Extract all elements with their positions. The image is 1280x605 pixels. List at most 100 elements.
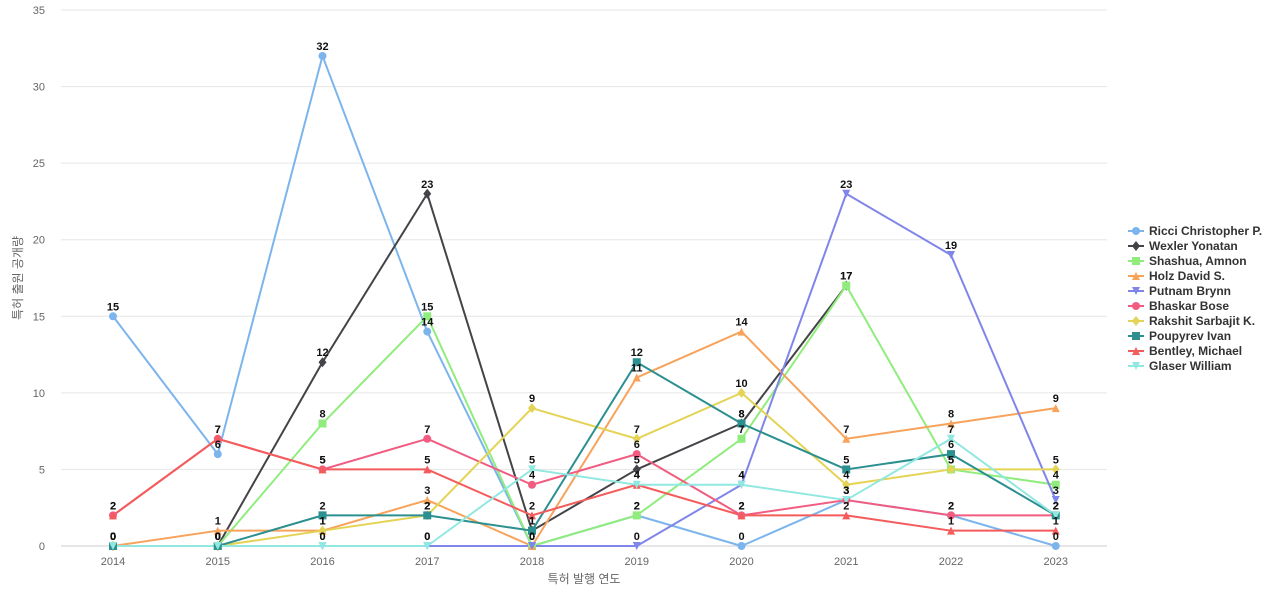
legend-marker-shashua-amnon bbox=[1132, 257, 1140, 265]
data-label-shashua-amnon: 8 bbox=[319, 408, 325, 420]
legend-item-poupyrev-ivan[interactable]: Poupyrev Ivan bbox=[1128, 329, 1231, 343]
x-tick-label: 2016 bbox=[310, 556, 334, 568]
data-label-shashua-amnon: 7 bbox=[738, 424, 744, 436]
data-point-ricci-christopher-p bbox=[423, 327, 432, 336]
data-label-wexler-yonatan: 0 bbox=[110, 531, 116, 543]
series-line-ricci-christopher-p bbox=[112, 54, 1057, 547]
data-label-bhaskar-bose: 4 bbox=[529, 470, 536, 482]
data-label-holz-david-s: 8 bbox=[948, 408, 954, 420]
legend[interactable]: Ricci Christopher P.Wexler YonatanShashu… bbox=[1128, 224, 1262, 373]
data-label-rakshit-sarbajit-k: 9 bbox=[529, 393, 535, 405]
x-tick-label: 2022 bbox=[939, 556, 963, 568]
data-point-glaser-william bbox=[947, 434, 955, 443]
data-label-ricci-christopher-p: 0 bbox=[1053, 531, 1059, 543]
y-axis-title: 특허 출원 공개량 bbox=[11, 236, 25, 320]
series-line-bentley-michael bbox=[112, 437, 1056, 532]
data-point-poupyrev-ivan bbox=[632, 358, 641, 367]
data-point-glaser-william bbox=[632, 480, 641, 489]
y-tick-label: 0 bbox=[39, 541, 45, 553]
data-label-bentley-michael: 2 bbox=[738, 500, 744, 512]
legend-marker-holz-david-s bbox=[1132, 272, 1140, 280]
data-point-holz-david-s bbox=[737, 327, 746, 336]
legend-item-bhaskar-bose[interactable]: Bhaskar Bose bbox=[1128, 299, 1229, 313]
data-label-shashua-amnon: 5 bbox=[948, 454, 954, 466]
data-label-putnam-brynn: 19 bbox=[945, 240, 957, 252]
data-label-ricci-christopher-p: 0 bbox=[738, 531, 744, 543]
data-label-bhaskar-bose: 6 bbox=[634, 439, 640, 451]
data-label-glaser-william: 2 bbox=[1053, 500, 1059, 512]
legend-marker-putnam-brynn bbox=[1132, 287, 1140, 295]
data-label-bhaskar-bose: 7 bbox=[424, 424, 430, 436]
data-label-wexler-yonatan: 23 bbox=[421, 179, 433, 191]
data-point-poupyrev-ivan bbox=[318, 511, 327, 520]
data-point-bentley-michael bbox=[947, 526, 955, 535]
data-label-bentley-michael: 2 bbox=[529, 500, 535, 512]
legend-item-holz-david-s[interactable]: Holz David S. bbox=[1128, 269, 1225, 283]
series-markers bbox=[109, 51, 1060, 551]
x-tick-label: 2017 bbox=[415, 556, 439, 568]
legend-label-glaser-william: Glaser William bbox=[1149, 359, 1232, 373]
data-point-poupyrev-ivan bbox=[423, 511, 432, 520]
data-point-ricci-christopher-p bbox=[737, 542, 746, 550]
data-point-glaser-william bbox=[423, 542, 432, 550]
data-point-putnam-brynn bbox=[1051, 496, 1060, 505]
data-label-putnam-brynn: 4 bbox=[738, 470, 745, 482]
x-tick-label: 2021 bbox=[834, 556, 858, 568]
data-label-bentley-michael: 7 bbox=[215, 424, 221, 436]
grid-lines bbox=[61, 9, 1107, 547]
data-label-wexler-yonatan: 0 bbox=[215, 531, 221, 543]
data-label-putnam-brynn: 0 bbox=[215, 531, 221, 543]
data-point-rakshit-sarbajit-k bbox=[318, 525, 327, 536]
data-label-poupyrev-ivan: 0 bbox=[110, 531, 116, 543]
data-label-holz-david-s: 1 bbox=[215, 516, 221, 528]
x-tick-label: 2019 bbox=[625, 556, 649, 568]
data-point-glaser-william bbox=[737, 480, 746, 489]
data-label-bhaskar-bose: 3 bbox=[843, 485, 849, 497]
y-tick-label: 35 bbox=[33, 5, 45, 17]
data-point-bentley-michael bbox=[318, 465, 327, 474]
legend-item-rakshit-sarbajit-k[interactable]: Rakshit Sarbajit K. bbox=[1128, 314, 1255, 328]
legend-label-poupyrev-ivan: Poupyrev Ivan bbox=[1149, 329, 1231, 343]
legend-item-putnam-brynn[interactable]: Putnam Brynn bbox=[1128, 284, 1231, 298]
data-label-bhaskar-bose: 5 bbox=[319, 454, 325, 466]
data-label-shashua-amnon: 15 bbox=[421, 301, 433, 313]
data-point-bentley-michael bbox=[109, 511, 117, 520]
legend-label-wexler-yonatan: Wexler Yonatan bbox=[1149, 239, 1238, 253]
legend-label-shashua-amnon: Shashua, Amnon bbox=[1149, 254, 1247, 268]
legend-item-ricci-christopher-p[interactable]: Ricci Christopher P. bbox=[1128, 224, 1262, 238]
data-label-ricci-christopher-p: 3 bbox=[843, 485, 849, 497]
data-label-putnam-brynn: 23 bbox=[840, 179, 852, 191]
data-label-holz-david-s: 0 bbox=[529, 531, 535, 543]
legend-item-glaser-william[interactable]: Glaser William bbox=[1128, 359, 1232, 373]
data-point-bhaskar-bose bbox=[528, 480, 536, 489]
data-label-shashua-amnon: 0 bbox=[529, 531, 535, 543]
data-point-putnam-brynn bbox=[528, 542, 536, 550]
legend-item-bentley-michael[interactable]: Bentley, Michael bbox=[1128, 344, 1242, 358]
data-point-bentley-michael bbox=[528, 511, 536, 520]
data-point-rakshit-sarbajit-k bbox=[528, 403, 536, 414]
legend-label-rakshit-sarbajit-k: Rakshit Sarbajit K. bbox=[1149, 314, 1255, 328]
data-point-putnam-brynn bbox=[842, 189, 851, 198]
y-tick-label: 20 bbox=[33, 235, 45, 247]
data-point-poupyrev-ivan bbox=[737, 419, 746, 428]
data-point-bentley-michael bbox=[423, 465, 432, 474]
data-label-shashua-amnon: 2 bbox=[634, 500, 640, 512]
data-label-holz-david-s: 1 bbox=[319, 516, 325, 528]
legend-item-wexler-yonatan[interactable]: Wexler Yonatan bbox=[1128, 239, 1238, 253]
data-point-putnam-brynn bbox=[632, 542, 641, 550]
data-label-glaser-william: 0 bbox=[110, 531, 116, 543]
data-label-bhaskar-bose: 2 bbox=[948, 500, 954, 512]
data-point-bhaskar-bose bbox=[632, 450, 641, 459]
legend-item-shashua-amnon[interactable]: Shashua, Amnon bbox=[1128, 254, 1247, 268]
x-tick-label: 2018 bbox=[520, 556, 544, 568]
data-label-glaser-william: 7 bbox=[948, 424, 954, 436]
data-label-poupyrev-ivan: 5 bbox=[843, 454, 849, 466]
data-label-ricci-christopher-p: 0 bbox=[529, 531, 535, 543]
data-label-holz-david-s: 3 bbox=[424, 485, 430, 497]
data-point-holz-david-s bbox=[842, 434, 851, 443]
data-label-bentley-michael: 2 bbox=[110, 500, 116, 512]
data-label-bentley-michael: 5 bbox=[319, 454, 325, 466]
legend-marker-bhaskar-bose bbox=[1132, 302, 1140, 310]
